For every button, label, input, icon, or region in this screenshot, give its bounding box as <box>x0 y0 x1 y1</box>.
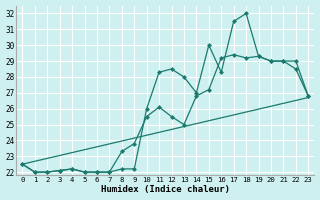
X-axis label: Humidex (Indice chaleur): Humidex (Indice chaleur) <box>101 185 230 194</box>
